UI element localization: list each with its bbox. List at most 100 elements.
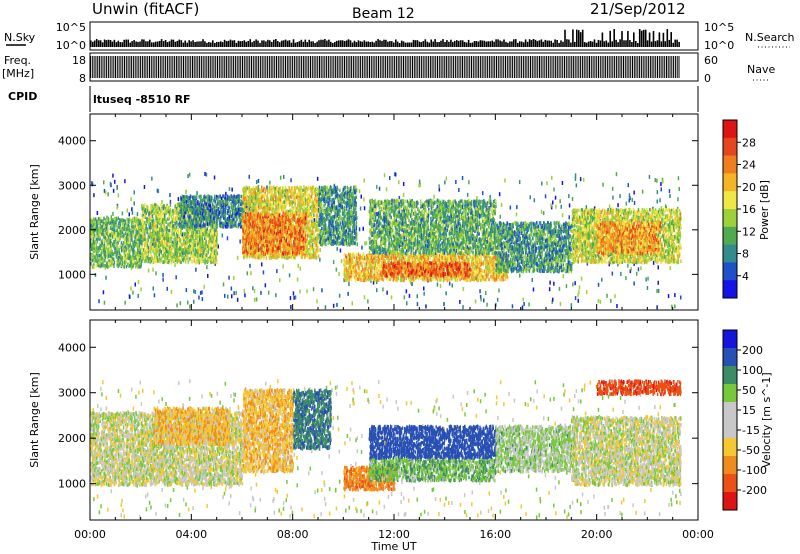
range-gate-mark [214, 246, 216, 250]
nsky-bar [457, 40, 460, 47]
freq-bar [547, 56, 549, 78]
freq-bar [149, 56, 150, 78]
scatter-mark [363, 295, 366, 300]
range-gate-mark [114, 226, 116, 230]
range-gate-mark [151, 235, 153, 240]
nsky-bar [511, 41, 513, 47]
range-gate-mark [222, 224, 224, 229]
range-gate-mark [188, 243, 191, 247]
scatter-mark [93, 193, 95, 198]
freq-bar [261, 56, 263, 78]
range-gate-mark [103, 226, 106, 231]
range-gate-mark [126, 224, 129, 228]
nsky-bar [532, 39, 535, 47]
range-gate-mark [196, 254, 198, 259]
nsky-bar [570, 42, 572, 47]
freq-bar [646, 56, 648, 78]
scatter-mark [166, 286, 168, 291]
range-gate-mark [162, 260, 164, 264]
nsky-bar [463, 41, 466, 47]
range-gate-mark [144, 259, 147, 263]
scatter-mark [500, 202, 503, 207]
scatter-mark [185, 189, 187, 194]
nsky-bar [172, 39, 175, 47]
beam-title: Beam 12 [352, 6, 415, 22]
freq-bar [231, 56, 233, 78]
nsearch-tick-high: 10^5 [704, 21, 734, 34]
nsky-bar [119, 42, 122, 47]
range-gate-mark [179, 252, 181, 257]
range-gate-mark [131, 222, 133, 227]
nsky-bar [188, 40, 190, 47]
range-gate-mark [137, 223, 139, 227]
freq-bar [306, 56, 308, 78]
freq-bar [429, 56, 431, 78]
range-gate-mark [197, 254, 200, 258]
freq-bar [517, 56, 519, 78]
nsky-tick-low: 10^0 [56, 39, 86, 52]
range-gate-mark [169, 224, 171, 228]
range-gate-mark [172, 227, 174, 231]
range-gate-mark [108, 264, 110, 268]
scatter-mark [360, 194, 362, 199]
range-gate-mark [197, 245, 199, 249]
range-gate-mark [147, 232, 149, 236]
scatter-mark [130, 266, 133, 271]
range-gate-mark [201, 246, 203, 251]
nsky-bar [461, 40, 464, 47]
freq-bar [619, 56, 621, 78]
freq-bar [367, 56, 369, 78]
scatter-mark [574, 176, 577, 181]
scatter-mark [110, 215, 113, 220]
range-gate-mark [111, 223, 113, 228]
range-gate-mark [210, 256, 213, 261]
range-gate-mark [175, 230, 178, 234]
range-gate-mark [98, 235, 100, 239]
freq-strip: Freq. [MHz] 18 8 60 0 Nave [2, 52, 775, 85]
range-gate-mark [181, 258, 184, 262]
range-gate-mark [127, 241, 130, 245]
range-gate-mark [135, 260, 137, 264]
range-gate-mark [171, 246, 173, 251]
range-gate-mark [145, 243, 147, 248]
freq-bar [143, 56, 145, 78]
scatter-mark [124, 300, 126, 305]
range-gate-mark [204, 257, 206, 262]
range-gate-mark [211, 229, 214, 233]
range-gate-mark [149, 226, 152, 230]
range-gate-mark [133, 234, 135, 238]
scatter-mark [448, 281, 451, 286]
range-gate-mark [186, 249, 188, 254]
freq-bar [91, 56, 93, 78]
range-gate-mark [160, 203, 162, 207]
freq-bar [505, 56, 506, 78]
range-gate-mark [176, 240, 178, 245]
freq-bar [288, 56, 290, 78]
range-gate-mark [154, 248, 156, 252]
freq-bar [335, 56, 337, 78]
range-gate-mark [136, 254, 138, 258]
range-gate-mark [157, 213, 159, 218]
scatter-mark [249, 263, 251, 268]
range-gate-mark [138, 247, 140, 251]
range-gate-mark [101, 232, 103, 237]
range-gate-mark [210, 260, 212, 265]
nsky-bar [638, 29, 641, 47]
scatter-mark [267, 290, 270, 295]
range-gate-mark [199, 242, 201, 246]
range-gate-mark [128, 253, 130, 258]
range-gate-mark [148, 257, 150, 261]
range-gate-mark [173, 228, 175, 233]
range-gate-mark [194, 241, 196, 246]
range-gate-mark [91, 219, 93, 223]
nsky-bar [489, 41, 491, 47]
range-gate-mark [215, 223, 217, 227]
nsky-bar [418, 41, 421, 47]
range-gate-mark [204, 261, 206, 265]
scatter-mark [143, 185, 146, 189]
freq-bar [363, 56, 365, 78]
freq-bar [100, 56, 102, 78]
range-gate-mark [92, 246, 94, 250]
range-gate-mark [174, 251, 176, 256]
range-gate-mark [210, 241, 213, 245]
